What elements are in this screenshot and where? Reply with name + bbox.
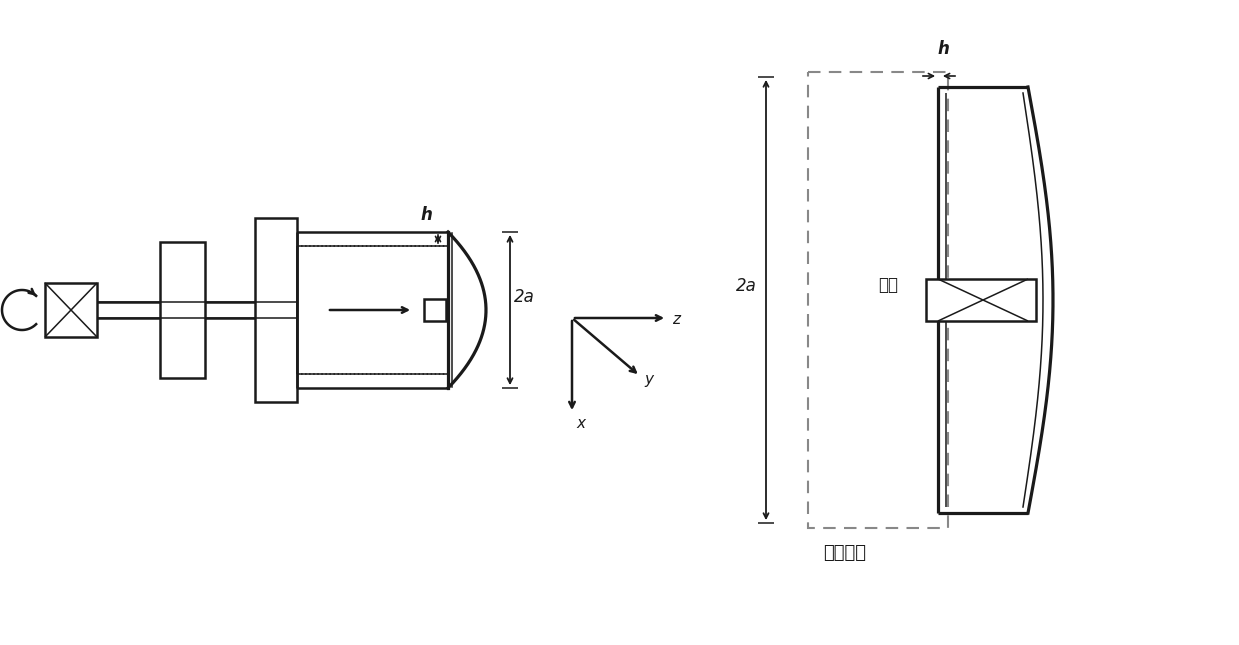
Bar [808, 72, 948, 528]
Bar [926, 279, 1036, 321]
Text: 刀口: 刀口 [878, 276, 898, 294]
Text: 2a: 2a [736, 277, 757, 295]
Text: h: h [937, 40, 949, 58]
Text: x: x [576, 416, 585, 431]
Bar [160, 242, 204, 378]
Text: 长条样品: 长条样品 [823, 544, 866, 562]
Bar [424, 299, 446, 321]
Text: y: y [644, 372, 653, 387]
Bar [255, 218, 297, 402]
Bar [45, 283, 97, 337]
Text: z: z [672, 312, 680, 327]
Text: 2a: 2a [514, 288, 535, 306]
Text: h: h [420, 206, 432, 224]
